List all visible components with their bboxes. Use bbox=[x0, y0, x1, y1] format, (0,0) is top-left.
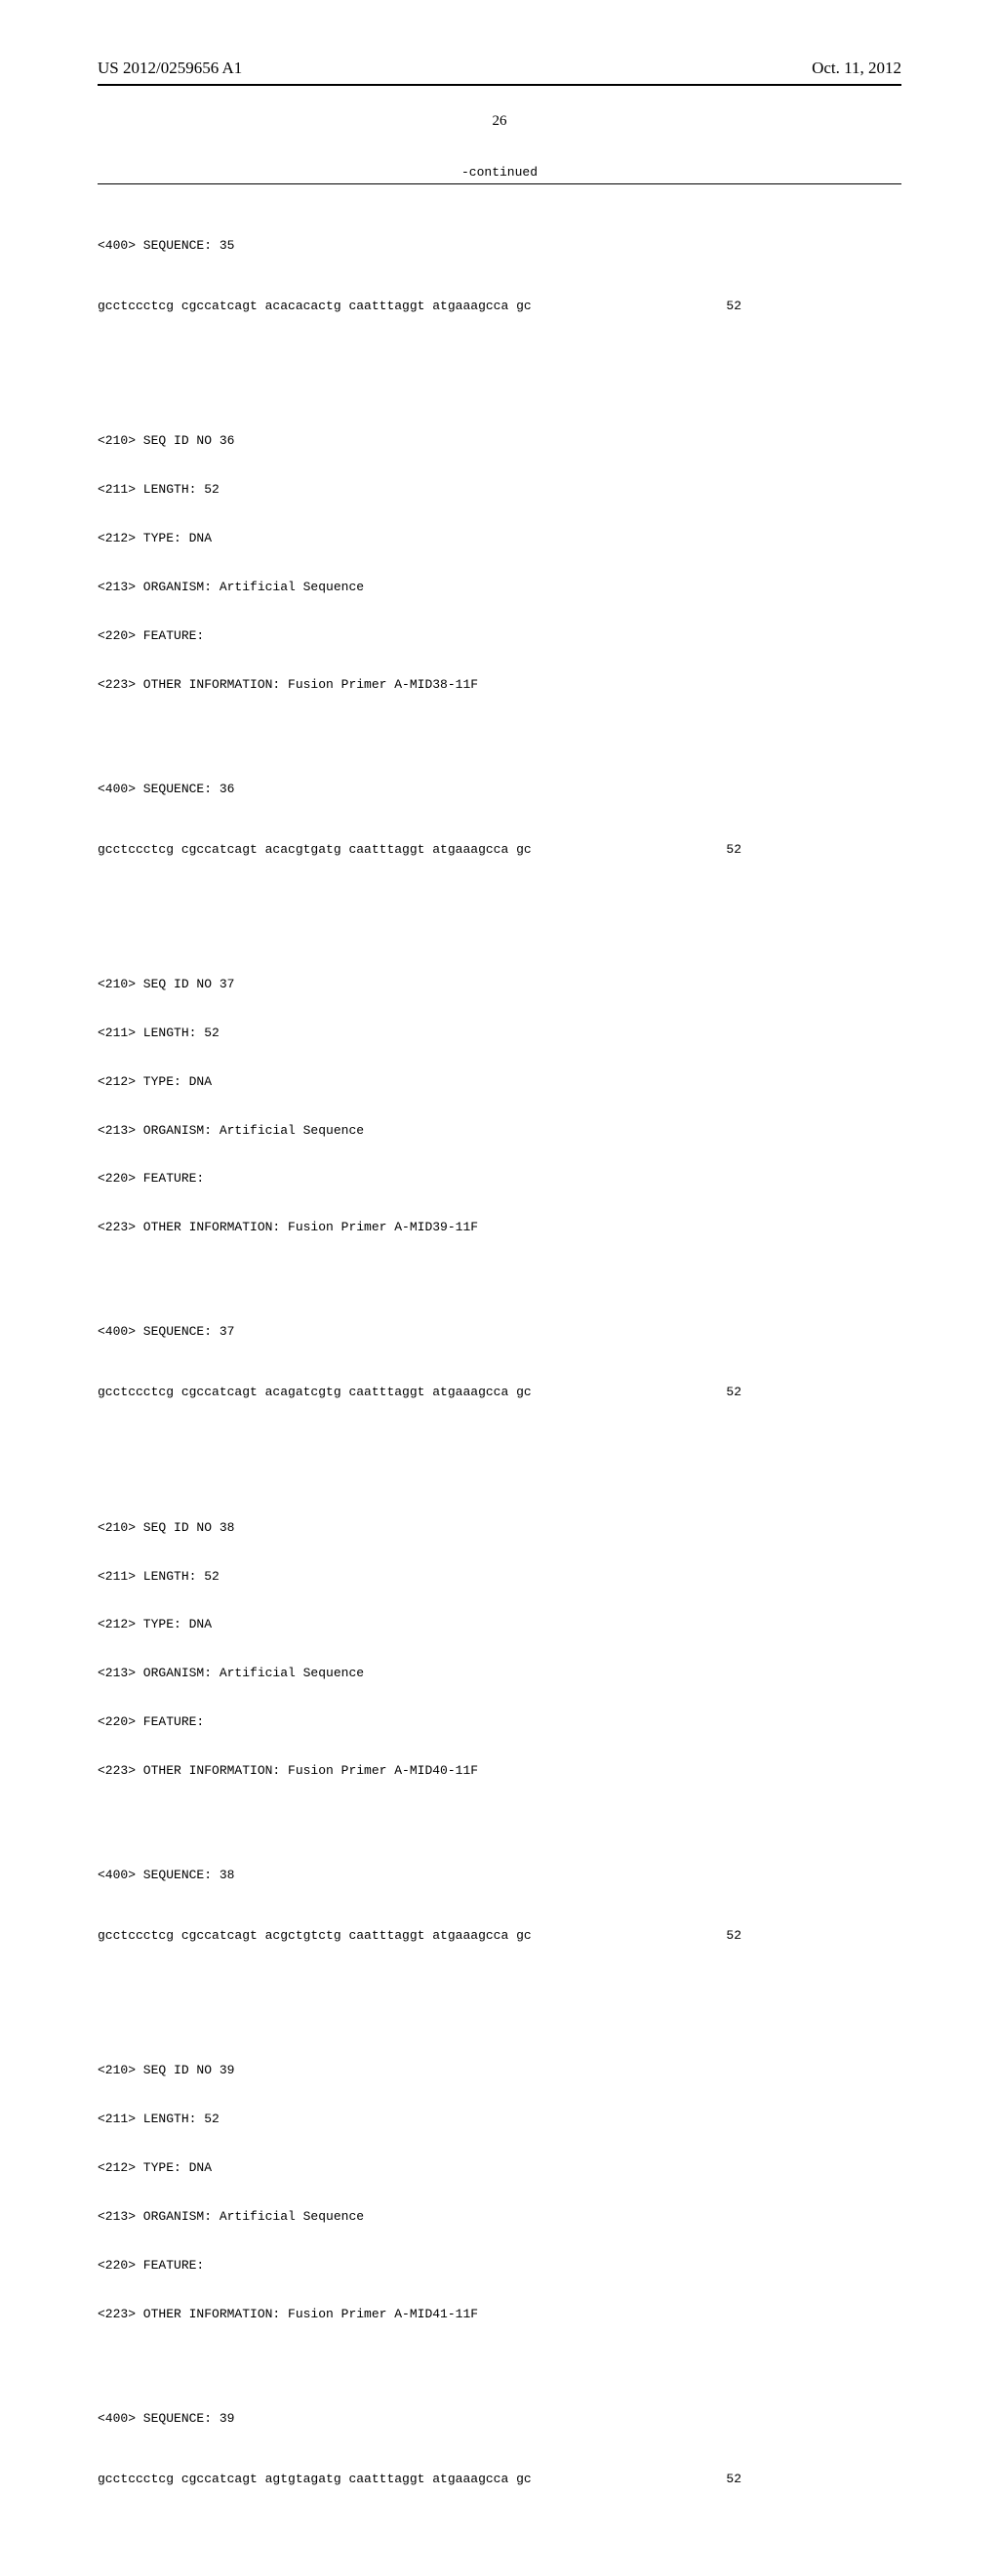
publication-number: US 2012/0259656 A1 bbox=[98, 59, 242, 78]
sequence-400-line: <400> SEQUENCE: 35 bbox=[98, 238, 901, 255]
sequence-block: <210> SEQ ID NO 36 <211> LENGTH: 52 <212… bbox=[98, 369, 901, 891]
sequence-length: 52 bbox=[702, 2472, 741, 2488]
sequence-text: gcctccctcg cgccatcagt agtgtagatg caattta… bbox=[98, 2472, 532, 2488]
sequence-meta: <210> SEQ ID NO 40 <211> LENGTH: 52 <212… bbox=[98, 2574, 901, 2576]
listing-top-rule bbox=[98, 183, 901, 184]
sequence-meta: <210> SEQ ID NO 39 <211> LENGTH: 52 <212… bbox=[98, 2031, 901, 2355]
meta-line: <213> ORGANISM: Artificial Sequence bbox=[98, 580, 901, 596]
meta-line: <211> LENGTH: 52 bbox=[98, 2112, 901, 2128]
page-number: 26 bbox=[98, 113, 901, 130]
sequence-length: 52 bbox=[702, 1385, 741, 1401]
meta-line: <220> FEATURE: bbox=[98, 628, 901, 645]
meta-line: <210> SEQ ID NO 37 bbox=[98, 977, 901, 993]
meta-line: <220> FEATURE: bbox=[98, 1171, 901, 1187]
meta-line: <211> LENGTH: 52 bbox=[98, 1026, 901, 1042]
header-rule bbox=[98, 84, 901, 86]
meta-line: <213> ORGANISM: Artificial Sequence bbox=[98, 1666, 901, 1682]
meta-line: <212> TYPE: DNA bbox=[98, 531, 901, 547]
publication-date: Oct. 11, 2012 bbox=[812, 59, 901, 78]
sequence-block: <210> SEQ ID NO 37 <211> LENGTH: 52 <212… bbox=[98, 911, 901, 1433]
sequence-400-line: <400> SEQUENCE: 38 bbox=[98, 1868, 901, 1884]
meta-line: <220> FEATURE: bbox=[98, 1714, 901, 1731]
meta-line: <220> FEATURE: bbox=[98, 2258, 901, 2274]
meta-line: <223> OTHER INFORMATION: Fusion Primer A… bbox=[98, 677, 901, 694]
sequence-row: gcctccctcg cgccatcagt acacacactg caattta… bbox=[98, 299, 741, 315]
sequence-block: <210> SEQ ID NO 40 <211> LENGTH: 52 <212… bbox=[98, 2542, 901, 2576]
meta-line: <212> TYPE: DNA bbox=[98, 1617, 901, 1633]
sequence-meta: <210> SEQ ID NO 38 <211> LENGTH: 52 <212… bbox=[98, 1487, 901, 1812]
sequence-row: gcctccctcg cgccatcagt acgctgtctg caattta… bbox=[98, 1928, 741, 1945]
sequence-length: 52 bbox=[702, 299, 741, 315]
sequence-text: gcctccctcg cgccatcagt acacgtgatg caattta… bbox=[98, 842, 532, 859]
meta-line: <212> TYPE: DNA bbox=[98, 2160, 901, 2177]
sequence-meta: <210> SEQ ID NO 37 <211> LENGTH: 52 <212… bbox=[98, 945, 901, 1269]
page-header: US 2012/0259656 A1 Oct. 11, 2012 bbox=[98, 59, 901, 78]
sequence-block: <210> SEQ ID NO 39 <211> LENGTH: 52 <212… bbox=[98, 1998, 901, 2520]
page-container: US 2012/0259656 A1 Oct. 11, 2012 26 -con… bbox=[0, 0, 999, 1288]
sequence-text: gcctccctcg cgccatcagt acagatcgtg caattta… bbox=[98, 1385, 532, 1401]
meta-line: <211> LENGTH: 52 bbox=[98, 1569, 901, 1586]
meta-line: <213> ORGANISM: Artificial Sequence bbox=[98, 1123, 901, 1140]
meta-line: <211> LENGTH: 52 bbox=[98, 482, 901, 499]
sequence-400-line: <400> SEQUENCE: 39 bbox=[98, 2411, 901, 2428]
sequence-meta: <210> SEQ ID NO 36 <211> LENGTH: 52 <212… bbox=[98, 401, 901, 726]
sequence-row: gcctccctcg cgccatcagt acacgtgatg caattta… bbox=[98, 842, 741, 859]
sequence-400-line: <400> SEQUENCE: 37 bbox=[98, 1324, 901, 1341]
sequence-text: gcctccctcg cgccatcagt acgctgtctg caattta… bbox=[98, 1928, 532, 1945]
meta-line: <213> ORGANISM: Artificial Sequence bbox=[98, 2209, 901, 2226]
sequence-length: 52 bbox=[702, 842, 741, 859]
meta-line: <210> SEQ ID NO 38 bbox=[98, 1520, 901, 1537]
sequence-row: gcctccctcg cgccatcagt acagatcgtg caattta… bbox=[98, 1385, 741, 1401]
sequence-text: gcctccctcg cgccatcagt acacacactg caattta… bbox=[98, 299, 532, 315]
sequence-400-line: <400> SEQUENCE: 36 bbox=[98, 782, 901, 798]
sequence-block: <210> SEQ ID NO 38 <211> LENGTH: 52 <212… bbox=[98, 1455, 901, 1977]
meta-line: <223> OTHER INFORMATION: Fusion Primer A… bbox=[98, 1763, 901, 1780]
sequence-block: <400> SEQUENCE: 35 gcctccctcg cgccatcagt… bbox=[98, 194, 901, 347]
meta-line: <210> SEQ ID NO 39 bbox=[98, 2063, 901, 2079]
sequence-row: gcctccctcg cgccatcagt agtgtagatg caattta… bbox=[98, 2472, 741, 2488]
sequence-length: 52 bbox=[702, 1928, 741, 1945]
meta-line: <223> OTHER INFORMATION: Fusion Primer A… bbox=[98, 2307, 901, 2323]
meta-line: <212> TYPE: DNA bbox=[98, 1074, 901, 1091]
sequence-listing: -continued <400> SEQUENCE: 35 gcctccctcg… bbox=[98, 165, 901, 2576]
continued-label: -continued bbox=[98, 165, 901, 181]
meta-line: <210> SEQ ID NO 36 bbox=[98, 433, 901, 450]
meta-line: <223> OTHER INFORMATION: Fusion Primer A… bbox=[98, 1220, 901, 1236]
